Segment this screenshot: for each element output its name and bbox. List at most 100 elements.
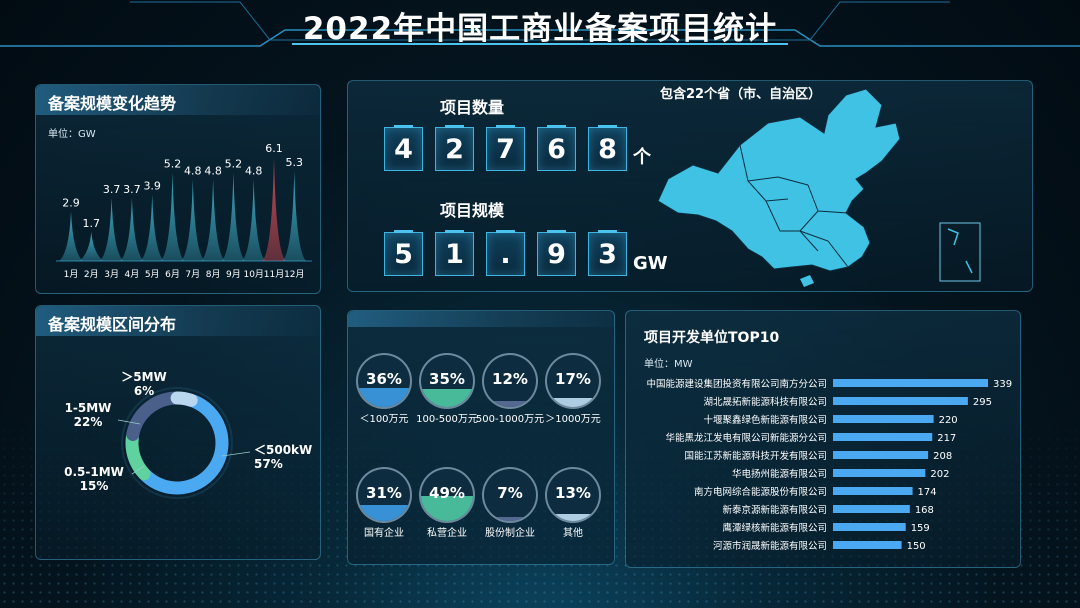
- top10-value-label: 339: [993, 379, 1012, 390]
- trend-spike: [59, 211, 83, 261]
- top10-bar: [833, 505, 910, 513]
- circle-fill: [484, 400, 536, 407]
- trend-spike: [79, 232, 104, 261]
- trend-month-label: 8月: [206, 269, 221, 280]
- trend-value-label: 1.7: [83, 217, 101, 230]
- top10-category-label: 湖北晟拓新能源科技有限公司: [703, 396, 827, 408]
- trend-spike: [119, 198, 144, 261]
- investment-label: ＜100万元: [359, 414, 409, 425]
- trend-spike: [262, 157, 286, 261]
- count-digit: 2: [435, 125, 474, 171]
- scale-unit: GW: [633, 253, 668, 274]
- map-hainan: [800, 275, 814, 287]
- top10-value-label: 159: [911, 523, 930, 534]
- trend-value-label: 5.2: [164, 157, 182, 170]
- trend-month-label: 11月: [264, 269, 284, 280]
- top10-bar: [833, 541, 902, 549]
- map-south-sea-inset: [939, 222, 981, 282]
- share-panel: 36% 35% 12% 17% ＜100万元 100-500万元 500-100…: [347, 310, 615, 565]
- top10-bar-chart: 中国能源建设集团投资有限公司南方分公司 339 湖北晟拓新能源科技有限公司 295 十堰…: [646, 378, 1012, 552]
- top10-value-label: 168: [915, 505, 934, 516]
- ownership-circle: 31%: [356, 467, 412, 523]
- investment-circle: 35%: [419, 353, 475, 409]
- top10-category-label: 十堰聚鑫绿色新能源有限公司: [703, 414, 827, 426]
- circle-fill: [358, 504, 410, 521]
- top10-category-label: 华能黑龙江发电有限公司新能源分公司: [665, 432, 827, 444]
- circle-fill: [358, 388, 410, 407]
- donut-percent: 22%: [74, 415, 103, 429]
- donut-slice: [126, 391, 181, 441]
- top10-bar: [833, 451, 929, 459]
- trend-value-label: 3.9: [143, 180, 161, 193]
- top10-category-label: 河源市润晟新能源有限公司: [713, 540, 827, 552]
- investment-circle: 12%: [482, 353, 538, 409]
- scale-digit: 9: [537, 230, 576, 276]
- circle-fill: [421, 495, 473, 521]
- ownership-label: 国有企业: [364, 528, 404, 539]
- circle-fill: [547, 514, 599, 521]
- distribution-panel-header: [36, 306, 320, 336]
- count-digit: 6: [537, 125, 576, 171]
- trend-month-label: 5月: [145, 269, 160, 280]
- trend-title: 备案规模变化趋势: [48, 94, 177, 113]
- scale-digit: .: [486, 230, 525, 276]
- trend-spike: [99, 198, 124, 261]
- donut-label: 1-5MW: [65, 401, 112, 415]
- top10-value-label: 174: [918, 487, 937, 498]
- circle-fill: [547, 398, 599, 407]
- trend-month-label: 10月: [243, 269, 263, 280]
- investment-circle: 36%: [356, 353, 412, 409]
- top10-bar: [833, 415, 934, 423]
- top10-category-label: 华电扬州能源有限公司: [732, 468, 827, 480]
- donut-percent: 57%: [254, 457, 283, 471]
- top10-value-label: 150: [907, 541, 926, 552]
- trend-chart: 2.9 1月 1.7 2月 3.7 3月 3.7 4月 3.9 5月 5.2 6月 4.8 7月 4.8 8月…: [56, 142, 312, 280]
- donut-percent: 6%: [134, 384, 154, 398]
- title-frame: [0, 1, 1080, 47]
- count-digit: 8: [588, 125, 627, 171]
- map-province-lines: [739, 144, 849, 268]
- count-digit: 7: [486, 125, 525, 171]
- trend-spike: [221, 172, 246, 261]
- project-count-label: 项目数量: [440, 98, 505, 117]
- trend-month-label: 3月: [104, 269, 119, 280]
- circle-percent: 7%: [497, 484, 523, 502]
- top10-category-label: 中国能源建设集团投资有限公司南方分公司: [646, 378, 827, 390]
- top10-category-label: 南方电网综合能源股份有限公司: [694, 486, 827, 498]
- ownership-circle: 49%: [419, 467, 475, 523]
- top10-panel: 项目开发单位TOP10 单位：MW 中国能源建设集团投资有限公司南方分公司 339…: [625, 310, 1021, 568]
- trend-month-label: 7月: [185, 269, 200, 280]
- project-scale-digits: 5 1 . 9 3 GW: [384, 230, 668, 276]
- stats-map-panel: 项目数量 4 2 7 6 8 个 项目规模 5 1 . 9 3 GW 包含22个…: [347, 80, 1033, 292]
- top10-bar: [833, 433, 933, 441]
- count-digit: 4: [384, 125, 423, 171]
- top10-bar: [833, 469, 926, 477]
- circle-percent: 12%: [492, 370, 528, 388]
- trend-spike: [241, 179, 266, 261]
- donut-label: ＞5MW: [121, 370, 167, 384]
- donut-leader-line: [221, 451, 251, 457]
- investment-label: 100-500万元: [416, 414, 478, 425]
- project-count-digits: 4 2 7 6 8 个: [384, 125, 651, 171]
- trend-value-label: 3.7: [123, 183, 140, 196]
- top10-value-label: 208: [933, 451, 952, 462]
- count-unit: 个: [633, 147, 651, 168]
- top10-title: 项目开发单位TOP10: [644, 330, 780, 346]
- map-title: 包含22个省（市、自治区）: [660, 87, 822, 102]
- share-panel-header: [348, 311, 614, 327]
- trend-spike: [180, 179, 205, 261]
- trend-spike: [282, 170, 307, 261]
- china-map: [657, 88, 981, 287]
- circle-percent: 49%: [429, 484, 465, 502]
- top10-bar: [833, 379, 988, 387]
- trend-panel-header: [36, 85, 320, 115]
- top10-category-label: 新泰京源新能源有限公司: [722, 504, 827, 516]
- trend-value-label: 4.8: [245, 164, 263, 177]
- trend-month-label: 9月: [226, 269, 241, 280]
- trend-month-label: 12月: [284, 269, 304, 280]
- ownership-circle: 7%: [482, 467, 538, 523]
- top10-value-label: 217: [937, 433, 956, 444]
- top10-unit: 单位：MW: [644, 359, 693, 370]
- distribution-panel: 备案规模区间分布 ＜500kW 57% 0.5-1MW 15% 1-5MW 22% ＞5MW…: [35, 305, 321, 560]
